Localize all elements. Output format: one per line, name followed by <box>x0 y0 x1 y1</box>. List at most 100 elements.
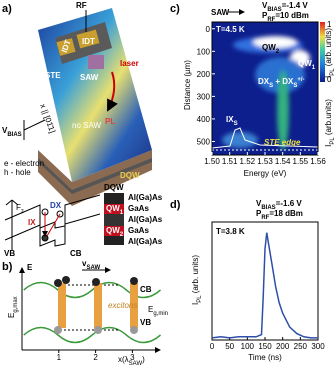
legend-e: e - electron <box>4 159 44 168</box>
cbar-tick-label: 1 <box>327 20 332 29</box>
x-tick-label: 3 <box>130 353 135 362</box>
layer-label: Al(Ga)As <box>128 237 163 246</box>
text-part: =10 dBm <box>275 11 309 20</box>
panel-label: b) <box>2 261 13 273</box>
qw1: QW1 <box>106 204 124 216</box>
y-tick-label: 500 <box>197 137 211 146</box>
cb: CB <box>140 285 152 294</box>
fz: Fz <box>16 203 24 215</box>
eg-max: Eg,max <box>7 296 19 318</box>
text-part: g,min <box>153 311 168 317</box>
band-diagram <box>4 194 101 250</box>
eg-min: Eg,min <box>148 305 168 317</box>
text-part: z <box>21 209 24 215</box>
vbias: VBIAS=-1.6 V <box>256 199 302 211</box>
legend-h: h - hole <box>4 168 31 177</box>
prf: PRF=10 dBm <box>262 11 309 23</box>
text-part: F <box>16 203 21 212</box>
text-part: P <box>256 209 262 218</box>
y-tick-label: 400 <box>197 115 211 124</box>
text-part: + DX <box>273 77 294 86</box>
excitons <box>54 276 138 334</box>
line <box>211 232 318 339</box>
text-part: ) <box>142 355 145 364</box>
y2-label: IPL (arb.units) <box>324 99 335 147</box>
text-part: PL <box>197 295 203 303</box>
text-part: DX <box>258 77 270 86</box>
saw: SAW <box>211 8 230 17</box>
y-tick-label: 200 <box>197 70 211 79</box>
x-tick-label: 1.51 <box>222 157 238 166</box>
text-part: E <box>148 305 153 314</box>
text-part: 1 <box>120 210 124 216</box>
text-part: V <box>262 1 268 10</box>
text-part: PL <box>330 68 335 76</box>
text-part: S <box>293 83 297 89</box>
dx: DXS + DXS+/- <box>258 77 305 89</box>
x-tick-label: 100 <box>241 342 255 351</box>
x-tick-label: 50 <box>225 342 234 351</box>
text-part: RF <box>267 17 275 23</box>
text-part: E <box>7 313 16 318</box>
text-part: PL <box>330 137 335 145</box>
layer-label: GaAs <box>128 204 149 213</box>
temp: T=4.5 K <box>216 25 245 34</box>
ste: STE <box>45 71 61 80</box>
text-part: 1 <box>312 65 316 71</box>
text-part: 2 <box>120 232 124 238</box>
ix: IXS <box>226 115 238 127</box>
dqw: DQW <box>104 183 124 192</box>
text-part: QW <box>106 204 120 213</box>
text-part: x(λ <box>118 355 129 364</box>
text-part: V <box>2 126 8 135</box>
prf: PRF=18 dBm <box>256 209 303 221</box>
text-part: (arb.units) <box>324 99 333 138</box>
x-tick-label: 300 <box>311 342 325 351</box>
cb: CB <box>70 249 82 258</box>
qw1: QW1 <box>298 59 316 71</box>
text-part: BIAS <box>267 7 281 13</box>
text-part: I <box>191 303 200 305</box>
text-part: g,max <box>13 296 19 312</box>
text-part: BIAS <box>261 205 275 211</box>
pl: PL <box>105 117 115 126</box>
text-part: =-1.6 V <box>276 199 303 208</box>
idt: IDT <box>60 39 73 54</box>
text-part: +/- <box>297 77 304 83</box>
heatmap <box>211 22 325 155</box>
text-part: I <box>324 145 333 147</box>
no-saw: no SAW <box>72 121 101 130</box>
text-part: =18 dBm <box>269 209 303 218</box>
x-label: x(λSAW) <box>118 355 145 365</box>
y-label: Distance (µm) <box>183 60 192 110</box>
cbar-label: IPL (arb. units) <box>324 28 335 78</box>
x-tick-label: 200 <box>276 342 290 351</box>
text-part: v <box>82 259 87 268</box>
cbar-tick-label: 0 <box>327 75 332 84</box>
dqw: DQW <box>120 171 140 180</box>
axis-x: x || [01̄1] <box>38 103 57 135</box>
text-part: 2 <box>276 49 280 55</box>
dx: DX <box>50 201 62 210</box>
vb: VB <box>140 318 151 327</box>
x-label: Time (ns) <box>248 353 282 362</box>
x-tick-label: 250 <box>294 342 308 351</box>
panel-label: d) <box>170 199 181 211</box>
text-part: =-1.4 V <box>282 1 309 10</box>
laser: laser <box>120 59 139 68</box>
text-part: (arb. units) <box>324 28 333 69</box>
text-part: SAW <box>129 361 143 365</box>
layer-label: GaAs <box>128 226 149 235</box>
text-part: QW <box>298 59 312 68</box>
e-axis: E <box>27 263 33 272</box>
text-part: QW <box>262 43 276 52</box>
text-part: S <box>269 83 273 89</box>
saw: SAW <box>80 73 99 82</box>
ix: IX <box>28 218 36 227</box>
x-tick-label: 1.55 <box>293 157 309 166</box>
text-part: BIAS <box>7 132 21 138</box>
plot-frame <box>211 221 319 341</box>
x-tick-label: 1 <box>57 353 62 362</box>
